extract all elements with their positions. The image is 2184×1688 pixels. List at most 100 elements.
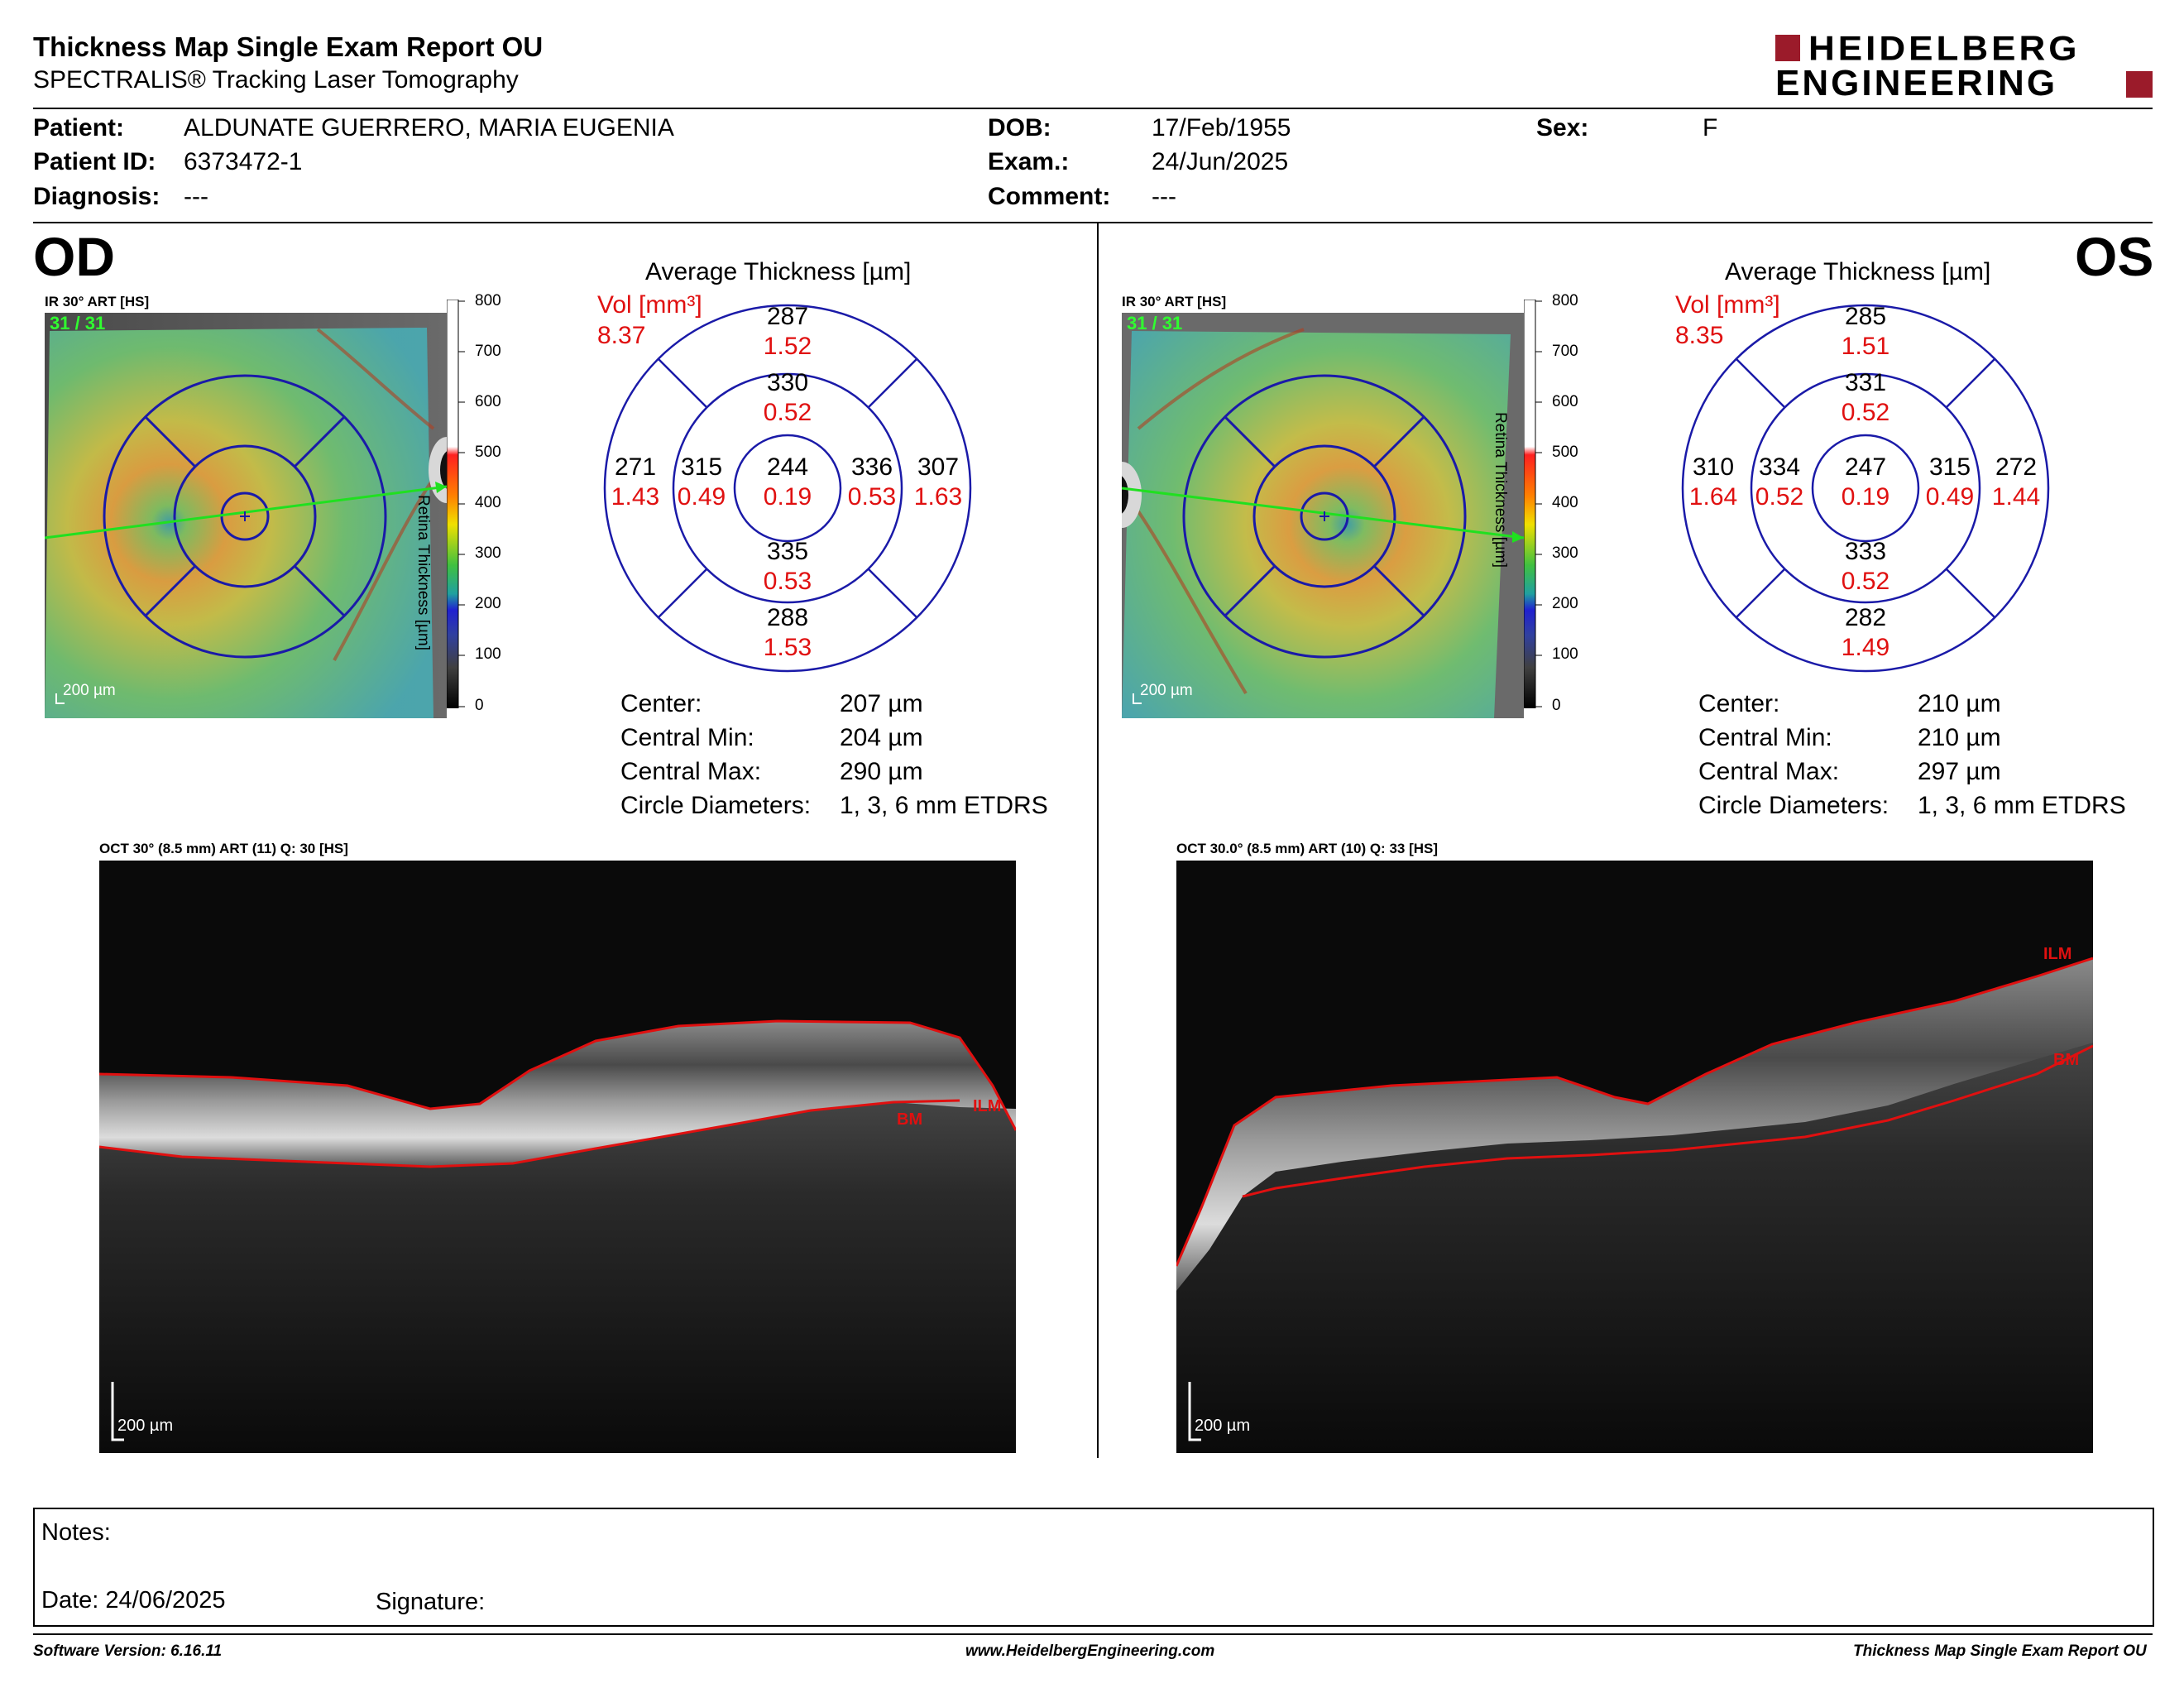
od-outer-right-thickness: 307: [917, 453, 960, 481]
eye-divider: [1097, 223, 1099, 1458]
os-central-max-label: Central Max:: [1698, 758, 1840, 785]
os-cbar-tick-800: 800: [1552, 292, 1578, 309]
signature-label: Signature:: [376, 1589, 486, 1615]
od-inner-left-volume: 0.49: [677, 483, 726, 511]
sex-value: F: [1703, 114, 1718, 141]
od-center-value: 207 µm: [840, 690, 923, 717]
od-outer-inf-volume: 1.53: [763, 634, 812, 661]
os-ilm-label: ILM: [2043, 945, 2072, 963]
od-ilm-label: ILM: [973, 1097, 1002, 1115]
os-oct-graphic: [1176, 957, 2093, 1453]
patient-id-label: Patient ID:: [33, 148, 156, 175]
os-inner-left-volume: 0.52: [1755, 483, 1804, 511]
exam-value: 24/Jun/2025: [1152, 148, 1289, 175]
os-cbar-tick-200: 200: [1552, 595, 1578, 612]
os-cbar-tick-500: 500: [1552, 444, 1578, 461]
os-cbar-tick-700: 700: [1552, 343, 1578, 360]
os-central-min-value: 210 µm: [1918, 724, 2001, 751]
od-eye-label: OD: [33, 226, 115, 287]
footer-report-name: Thickness Map Single Exam Report OU: [1853, 1642, 2147, 1660]
os-central-max-value: 297 µm: [1918, 758, 2001, 785]
od-outer-sup-volume: 1.52: [763, 333, 812, 360]
os-cbar-tick-400: 400: [1552, 494, 1578, 511]
logo-square-bottom: [2126, 71, 2153, 98]
notes-label: Notes:: [41, 1519, 111, 1546]
os-thickness-map: 31 / 31 200 µm: [1122, 313, 1524, 718]
footer-divider: [33, 1633, 2153, 1635]
os-inner-inf-volume: 0.52: [1841, 568, 1890, 595]
od-cbar-tick-500: 500: [475, 444, 501, 461]
os-ir-scale: 200 µm: [1140, 682, 1193, 699]
od-inner-inf-volume: 0.53: [763, 568, 812, 595]
os-inner-right-volume: 0.49: [1925, 483, 1975, 511]
od-outer-left-volume: 1.43: [611, 483, 660, 511]
od-central-max-label: Central Max:: [620, 758, 762, 785]
heidelberg-logo: HEIDELBERG ENGINEERING: [1775, 29, 2153, 103]
od-avg-title: Average Thickness [µm]: [645, 258, 912, 285]
os-eye-label: OS: [2075, 226, 2154, 287]
od-cbar-axis-label: Retina Thickness [µm]: [414, 495, 432, 650]
os-outer-right-volume: 1.44: [1991, 483, 2041, 511]
od-central-min-value: 204 µm: [840, 724, 923, 751]
diagnosis-label: Diagnosis:: [33, 183, 160, 210]
od-circle-diam-value: 1, 3, 6 mm ETDRS: [840, 792, 1048, 819]
exam-label: Exam.:: [988, 148, 1070, 175]
os-inner-inf-thickness: 333: [1844, 538, 1887, 565]
os-oct-label: OCT 30.0° (8.5 mm) ART (10) Q: 33 [HS]: [1176, 841, 1439, 856]
od-cbar-tick-0: 0: [475, 697, 484, 714]
od-cbar-tick-600: 600: [475, 393, 501, 410]
os-center-volume: 0.19: [1841, 483, 1890, 511]
od-center-thickness: 244: [766, 453, 809, 481]
os-outer-inf-volume: 1.49: [1841, 634, 1890, 661]
od-cbar-tick-300: 300: [475, 544, 501, 562]
os-ir-label: IR 30° ART [HS]: [1122, 294, 1227, 309]
os-ir-count: 31 / 31: [1127, 313, 1183, 333]
patient-label: Patient:: [33, 114, 125, 141]
od-cbar-tick-200: 200: [475, 595, 501, 612]
od-center-volume: 0.19: [763, 483, 812, 511]
website-link[interactable]: www.HeidelbergEngineering.com: [965, 1642, 1215, 1660]
od-inner-right-thickness: 336: [850, 453, 893, 481]
od-inner-sup-thickness: 330: [766, 369, 809, 396]
os-cbar-tick-300: 300: [1552, 544, 1578, 562]
comment-value: ---: [1152, 183, 1176, 210]
software-version: Software Version: 6.16.11: [33, 1642, 223, 1660]
os-cbar-tick-100: 100: [1552, 645, 1578, 663]
os-outer-sup-volume: 1.51: [1841, 333, 1890, 360]
od-thickness-map-graphic: [45, 313, 447, 718]
os-avg-title: Average Thickness [µm]: [1725, 258, 1991, 285]
od-circle-diam-label: Circle Diameters:: [620, 792, 812, 819]
os-vol-label: Vol [mm³]: [1675, 291, 1780, 319]
od-etdrs-graphic: [603, 304, 972, 673]
os-outer-sup-thickness: 285: [1844, 303, 1887, 330]
os-etdrs-grid: [1675, 298, 2056, 679]
os-oct-scale: 200 µm: [1195, 1417, 1251, 1435]
os-outer-right-thickness: 272: [1995, 453, 2038, 481]
sex-label: Sex:: [1536, 114, 1589, 141]
os-etdrs-graphic: [1681, 304, 2050, 673]
od-inner-left-thickness: 315: [680, 453, 723, 481]
os-bm-label: BM: [2053, 1051, 2080, 1069]
od-cbar-tick-400: 400: [475, 494, 501, 511]
od-inner-right-volume: 0.53: [847, 483, 897, 511]
od-inner-sup-volume: 0.52: [763, 399, 812, 426]
patient-name: ALDUNATE GUERRERO, MARIA EUGENIA: [184, 114, 674, 141]
os-center-value: 210 µm: [1918, 690, 2001, 717]
od-central-max-value: 290 µm: [840, 758, 923, 785]
os-circle-diam-label: Circle Diameters:: [1698, 792, 1889, 819]
os-center-thickness: 247: [1844, 453, 1887, 481]
od-cbar-tick-800: 800: [475, 292, 501, 309]
od-etdrs-grid: [597, 298, 978, 679]
od-inner-inf-thickness: 335: [766, 538, 809, 565]
os-oct-bscan: ILM BM 200 µm: [1176, 861, 2093, 1453]
patient-id-value: 6373472-1: [184, 148, 303, 175]
os-outer-left-volume: 1.64: [1688, 483, 1738, 511]
os-inner-sup-thickness: 331: [1844, 369, 1887, 396]
od-ir-scale: 200 µm: [63, 682, 116, 699]
notes-box[interactable]: Notes: Date: 24/06/2025 Signature:: [33, 1508, 2154, 1627]
comment-label: Comment:: [988, 183, 1111, 210]
os-inner-left-thickness: 334: [1758, 453, 1801, 481]
od-oct-scale: 200 µm: [117, 1417, 174, 1435]
od-oct-label: OCT 30° (8.5 mm) ART (11) Q: 30 [HS]: [99, 841, 348, 856]
os-vol-value: 8.35: [1675, 322, 1724, 349]
